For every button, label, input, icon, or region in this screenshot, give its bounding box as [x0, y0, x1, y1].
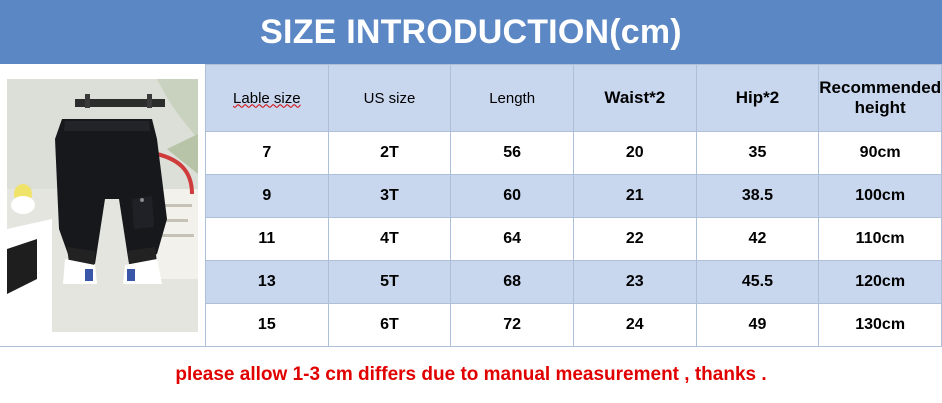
- cell-label-size: 7: [205, 131, 329, 175]
- page-title: SIZE INTRODUCTION(cm): [0, 0, 942, 64]
- cell-waist: 20: [572, 131, 697, 175]
- cell-length: 68: [450, 260, 574, 304]
- table-header-row: Lable size US size Length Waist*2 Hip*2 …: [205, 64, 942, 132]
- product-photo-cell: [0, 64, 206, 346]
- cell-length: 56: [450, 131, 574, 175]
- cell-label-size: 13: [205, 260, 329, 304]
- cell-recommended-height: 90cm: [818, 131, 942, 175]
- cell-length: 64: [450, 217, 574, 261]
- cell-label-size: 9: [205, 174, 329, 218]
- cell-us-size: 4T: [327, 217, 452, 261]
- cell-hip: 42: [695, 217, 820, 261]
- table-row: 13 5T 68 23 45.5 120cm: [205, 260, 942, 304]
- pants-illustration: [7, 79, 198, 332]
- cell-recommended-height: 110cm: [818, 217, 942, 261]
- cell-recommended-height: 130cm: [818, 303, 942, 347]
- cell-hip: 49: [695, 303, 820, 347]
- cell-hip: 35: [695, 131, 820, 175]
- col-header-length: Length: [450, 64, 574, 132]
- cell-waist: 22: [572, 217, 697, 261]
- col-header-hip: Hip*2: [695, 64, 820, 132]
- size-table: Lable size US size Length Waist*2 Hip*2 …: [205, 64, 942, 347]
- cell-us-size: 3T: [327, 174, 452, 218]
- cell-recommended-height: 100cm: [818, 174, 942, 218]
- table-row: 15 6T 72 24 49 130cm: [205, 303, 942, 347]
- product-photo: [7, 79, 198, 332]
- col-header-label-size-text: Lable size: [233, 89, 301, 107]
- measurement-note: please allow 1-3 cm differs due to manua…: [0, 346, 942, 403]
- cell-us-size: 6T: [327, 303, 452, 347]
- cell-hip: 38.5: [695, 174, 820, 218]
- cell-length: 60: [450, 174, 574, 218]
- table-row: 11 4T 64 22 42 110cm: [205, 217, 942, 261]
- table-row: 9 3T 60 21 38.5 100cm: [205, 174, 942, 218]
- cell-waist: 24: [572, 303, 697, 347]
- col-header-recommended-height: Recommended height: [818, 64, 942, 132]
- cell-us-size: 2T: [327, 131, 452, 175]
- col-header-label-size: Lable size: [205, 64, 329, 132]
- cell-label-size: 11: [205, 217, 329, 261]
- table-row: 7 2T 56 20 35 90cm: [205, 131, 942, 175]
- col-header-us-size: US size: [327, 64, 452, 132]
- cell-us-size: 5T: [327, 260, 452, 304]
- cell-waist: 23: [572, 260, 697, 304]
- cell-hip: 45.5: [695, 260, 820, 304]
- cell-label-size: 15: [205, 303, 329, 347]
- cell-length: 72: [450, 303, 574, 347]
- cell-waist: 21: [572, 174, 697, 218]
- cell-recommended-height: 120cm: [818, 260, 942, 304]
- col-header-waist: Waist*2: [572, 64, 697, 132]
